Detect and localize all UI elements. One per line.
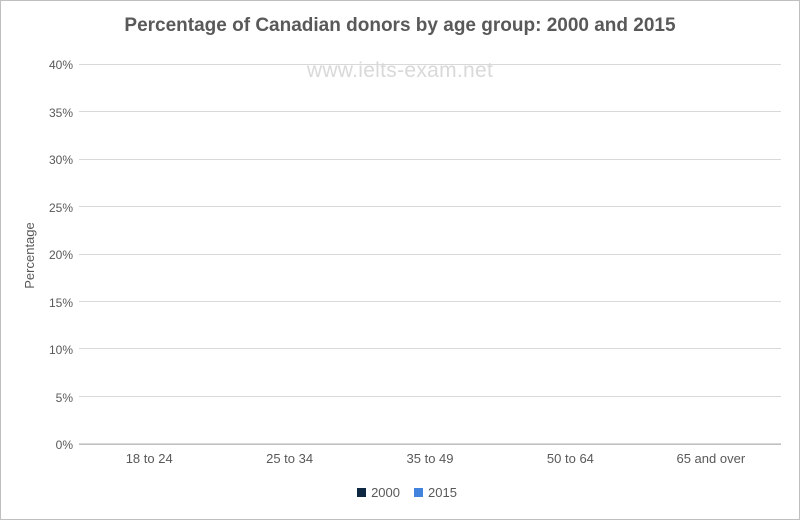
x-tick-label: 25 to 34 [219,445,359,466]
y-axis-label: Percentage [22,222,37,289]
legend-label: 2015 [428,485,457,500]
plot-area [79,65,781,445]
y-axis-label-cell: Percentage [19,65,39,445]
x-tick-label: 18 to 24 [79,445,219,466]
legend-swatch [414,488,423,497]
legend: 2000 2015 [19,484,781,500]
y-tick-label: 40% [49,58,73,72]
gridline [79,348,781,349]
legend-swatch [357,488,366,497]
bar-groups [79,65,781,444]
gridline [79,301,781,302]
y-tick-label: 15% [49,296,73,310]
y-tick-label: 25% [49,201,73,215]
y-tick-label: 0% [56,438,73,452]
x-axis-labels: 18 to 2425 to 3435 to 4950 to 6465 and o… [79,445,781,466]
y-axis-ticks: 0%5%10%15%20%25%30%35%40% [39,65,79,445]
gridline [79,254,781,255]
chart-container: Percentage of Canadian donors by age gro… [0,0,800,520]
gridline [79,111,781,112]
x-tick-label: 35 to 49 [360,445,500,466]
plot-row: Percentage 0%5%10%15%20%25%30%35%40% [19,65,781,445]
gridline [79,443,781,444]
gridline [79,396,781,397]
gridline [79,159,781,160]
y-tick-label: 20% [49,248,73,262]
chart-title: Percentage of Canadian donors by age gro… [19,15,781,37]
legend-label: 2000 [371,485,400,500]
y-tick-label: 35% [49,106,73,120]
y-tick-label: 30% [49,153,73,167]
x-tick-label: 50 to 64 [500,445,640,466]
y-tick-label: 5% [56,391,73,405]
y-tick-label: 10% [49,343,73,357]
gridline [79,64,781,65]
x-tick-label: 65 and over [641,445,781,466]
gridline [79,206,781,207]
